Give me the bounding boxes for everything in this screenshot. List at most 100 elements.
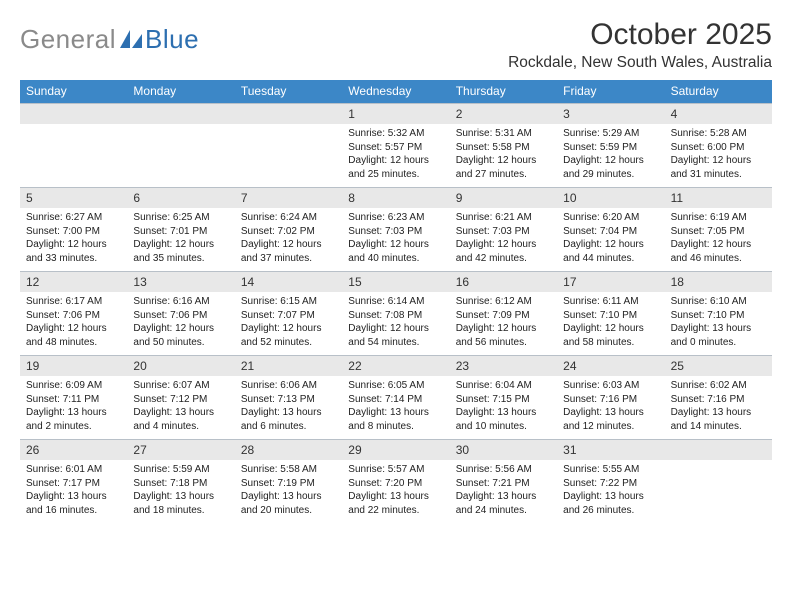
sunset-text: Sunset: 6:00 PM xyxy=(671,141,766,155)
date-number: 25 xyxy=(665,356,772,376)
date-number: 24 xyxy=(557,356,664,376)
daylight-text: Daylight: 13 hours and 8 minutes. xyxy=(348,406,443,433)
daylight-text: Daylight: 12 hours and 54 minutes. xyxy=(348,322,443,349)
daylight-text: Daylight: 12 hours and 44 minutes. xyxy=(563,238,658,265)
sunset-text: Sunset: 7:00 PM xyxy=(26,225,121,239)
daylight-text: Daylight: 12 hours and 33 minutes. xyxy=(26,238,121,265)
day-cell: Sunrise: 6:07 AMSunset: 7:12 PMDaylight:… xyxy=(127,376,234,439)
sunset-text: Sunset: 7:16 PM xyxy=(671,393,766,407)
topbar: General Blue October 2025 Rockdale, New … xyxy=(20,18,772,72)
daylight-text: Daylight: 12 hours and 46 minutes. xyxy=(671,238,766,265)
sunrise-text: Sunrise: 5:58 AM xyxy=(241,463,336,477)
daylight-text: Daylight: 12 hours and 29 minutes. xyxy=(563,154,658,181)
date-number xyxy=(127,104,234,124)
sunrise-text: Sunrise: 6:04 AM xyxy=(456,379,551,393)
daylight-text: Daylight: 12 hours and 25 minutes. xyxy=(348,154,443,181)
day-cell: Sunrise: 5:29 AMSunset: 5:59 PMDaylight:… xyxy=(557,124,664,187)
calendar-page: General Blue October 2025 Rockdale, New … xyxy=(0,0,792,523)
day-cell: Sunrise: 6:02 AMSunset: 7:16 PMDaylight:… xyxy=(665,376,772,439)
day-cell: Sunrise: 6:12 AMSunset: 7:09 PMDaylight:… xyxy=(450,292,557,355)
day-cell xyxy=(20,124,127,187)
day-cell xyxy=(665,460,772,523)
day-cell: Sunrise: 6:24 AMSunset: 7:02 PMDaylight:… xyxy=(235,208,342,271)
weekday-header: Saturday xyxy=(665,80,772,103)
day-cell: Sunrise: 6:14 AMSunset: 7:08 PMDaylight:… xyxy=(342,292,449,355)
date-number: 20 xyxy=(127,356,234,376)
date-number: 30 xyxy=(450,440,557,460)
sunrise-text: Sunrise: 6:24 AM xyxy=(241,211,336,225)
sunrise-text: Sunrise: 5:55 AM xyxy=(563,463,658,477)
date-number: 15 xyxy=(342,272,449,292)
sunset-text: Sunset: 7:01 PM xyxy=(133,225,228,239)
date-number: 3 xyxy=(557,104,664,124)
daylight-text: Daylight: 12 hours and 37 minutes. xyxy=(241,238,336,265)
sunset-text: Sunset: 7:05 PM xyxy=(671,225,766,239)
date-number: 9 xyxy=(450,188,557,208)
sunset-text: Sunset: 7:12 PM xyxy=(133,393,228,407)
date-number: 17 xyxy=(557,272,664,292)
daylight-text: Daylight: 13 hours and 26 minutes. xyxy=(563,490,658,517)
sunrise-text: Sunrise: 6:10 AM xyxy=(671,295,766,309)
date-band: 262728293031 xyxy=(20,440,772,460)
calendar-week: 12131415161718Sunrise: 6:17 AMSunset: 7:… xyxy=(20,271,772,355)
date-number: 31 xyxy=(557,440,664,460)
date-number: 26 xyxy=(20,440,127,460)
weekday-header: Sunday xyxy=(20,80,127,103)
sunset-text: Sunset: 7:07 PM xyxy=(241,309,336,323)
daylight-text: Daylight: 12 hours and 27 minutes. xyxy=(456,154,551,181)
date-number xyxy=(665,440,772,460)
sunset-text: Sunset: 7:13 PM xyxy=(241,393,336,407)
sunset-text: Sunset: 7:02 PM xyxy=(241,225,336,239)
sunrise-text: Sunrise: 5:59 AM xyxy=(133,463,228,477)
sunrise-text: Sunrise: 6:23 AM xyxy=(348,211,443,225)
date-number: 21 xyxy=(235,356,342,376)
day-cell: Sunrise: 6:03 AMSunset: 7:16 PMDaylight:… xyxy=(557,376,664,439)
date-number: 13 xyxy=(127,272,234,292)
day-cell: Sunrise: 6:19 AMSunset: 7:05 PMDaylight:… xyxy=(665,208,772,271)
day-cell: Sunrise: 5:56 AMSunset: 7:21 PMDaylight:… xyxy=(450,460,557,523)
date-band: 1234 xyxy=(20,104,772,124)
sunset-text: Sunset: 7:04 PM xyxy=(563,225,658,239)
info-row: Sunrise: 6:27 AMSunset: 7:00 PMDaylight:… xyxy=(20,208,772,271)
day-cell: Sunrise: 6:06 AMSunset: 7:13 PMDaylight:… xyxy=(235,376,342,439)
sunrise-text: Sunrise: 6:05 AM xyxy=(348,379,443,393)
sunrise-text: Sunrise: 5:29 AM xyxy=(563,127,658,141)
weekday-header-row: Sunday Monday Tuesday Wednesday Thursday… xyxy=(20,80,772,103)
weekday-header: Thursday xyxy=(450,80,557,103)
day-cell: Sunrise: 6:16 AMSunset: 7:06 PMDaylight:… xyxy=(127,292,234,355)
daylight-text: Daylight: 12 hours and 35 minutes. xyxy=(133,238,228,265)
day-cell xyxy=(235,124,342,187)
sunrise-text: Sunrise: 6:27 AM xyxy=(26,211,121,225)
date-number: 10 xyxy=(557,188,664,208)
date-number: 8 xyxy=(342,188,449,208)
day-cell: Sunrise: 6:23 AMSunset: 7:03 PMDaylight:… xyxy=(342,208,449,271)
daylight-text: Daylight: 12 hours and 58 minutes. xyxy=(563,322,658,349)
date-number: 4 xyxy=(665,104,772,124)
sunset-text: Sunset: 7:11 PM xyxy=(26,393,121,407)
sunrise-text: Sunrise: 6:01 AM xyxy=(26,463,121,477)
sunrise-text: Sunrise: 6:15 AM xyxy=(241,295,336,309)
sunset-text: Sunset: 7:06 PM xyxy=(26,309,121,323)
sunrise-text: Sunrise: 6:20 AM xyxy=(563,211,658,225)
date-number: 22 xyxy=(342,356,449,376)
info-row: Sunrise: 6:01 AMSunset: 7:17 PM Daylight:… xyxy=(20,460,772,523)
date-number: 14 xyxy=(235,272,342,292)
date-band: 19202122232425 xyxy=(20,356,772,376)
day-cell: Sunrise: 6:05 AMSunset: 7:14 PMDaylight:… xyxy=(342,376,449,439)
day-cell: Sunrise: 5:31 AMSunset: 5:58 PMDaylight:… xyxy=(450,124,557,187)
day-cell: Sunrise: 6:25 AMSunset: 7:01 PMDaylight:… xyxy=(127,208,234,271)
sunrise-text: Sunrise: 6:12 AM xyxy=(456,295,551,309)
sunrise-text: Sunrise: 5:57 AM xyxy=(348,463,443,477)
sunrise-text: Sunrise: 6:11 AM xyxy=(563,295,658,309)
sunset-text: Sunset: 7:08 PM xyxy=(348,309,443,323)
sunrise-text: Sunrise: 6:19 AM xyxy=(671,211,766,225)
day-cell: Sunrise: 6:09 AMSunset: 7:11 PMDaylight:… xyxy=(20,376,127,439)
daylight-text: Daylight: 13 hours and 18 minutes. xyxy=(133,490,228,517)
sunrise-text: Sunrise: 5:32 AM xyxy=(348,127,443,141)
daylight-text: Daylight: 12 hours and 40 minutes. xyxy=(348,238,443,265)
info-row: Sunrise: 6:09 AMSunset: 7:11 PMDaylight:… xyxy=(20,376,772,439)
sunset-text: Sunset: 7:17 PM xyxy=(26,477,121,491)
calendar-week: 262728293031Sunrise: 6:01 AMSunset: 7:17… xyxy=(20,439,772,523)
sunrise-text: Sunrise: 6:25 AM xyxy=(133,211,228,225)
sunrise-text: Sunrise: 6:21 AM xyxy=(456,211,551,225)
